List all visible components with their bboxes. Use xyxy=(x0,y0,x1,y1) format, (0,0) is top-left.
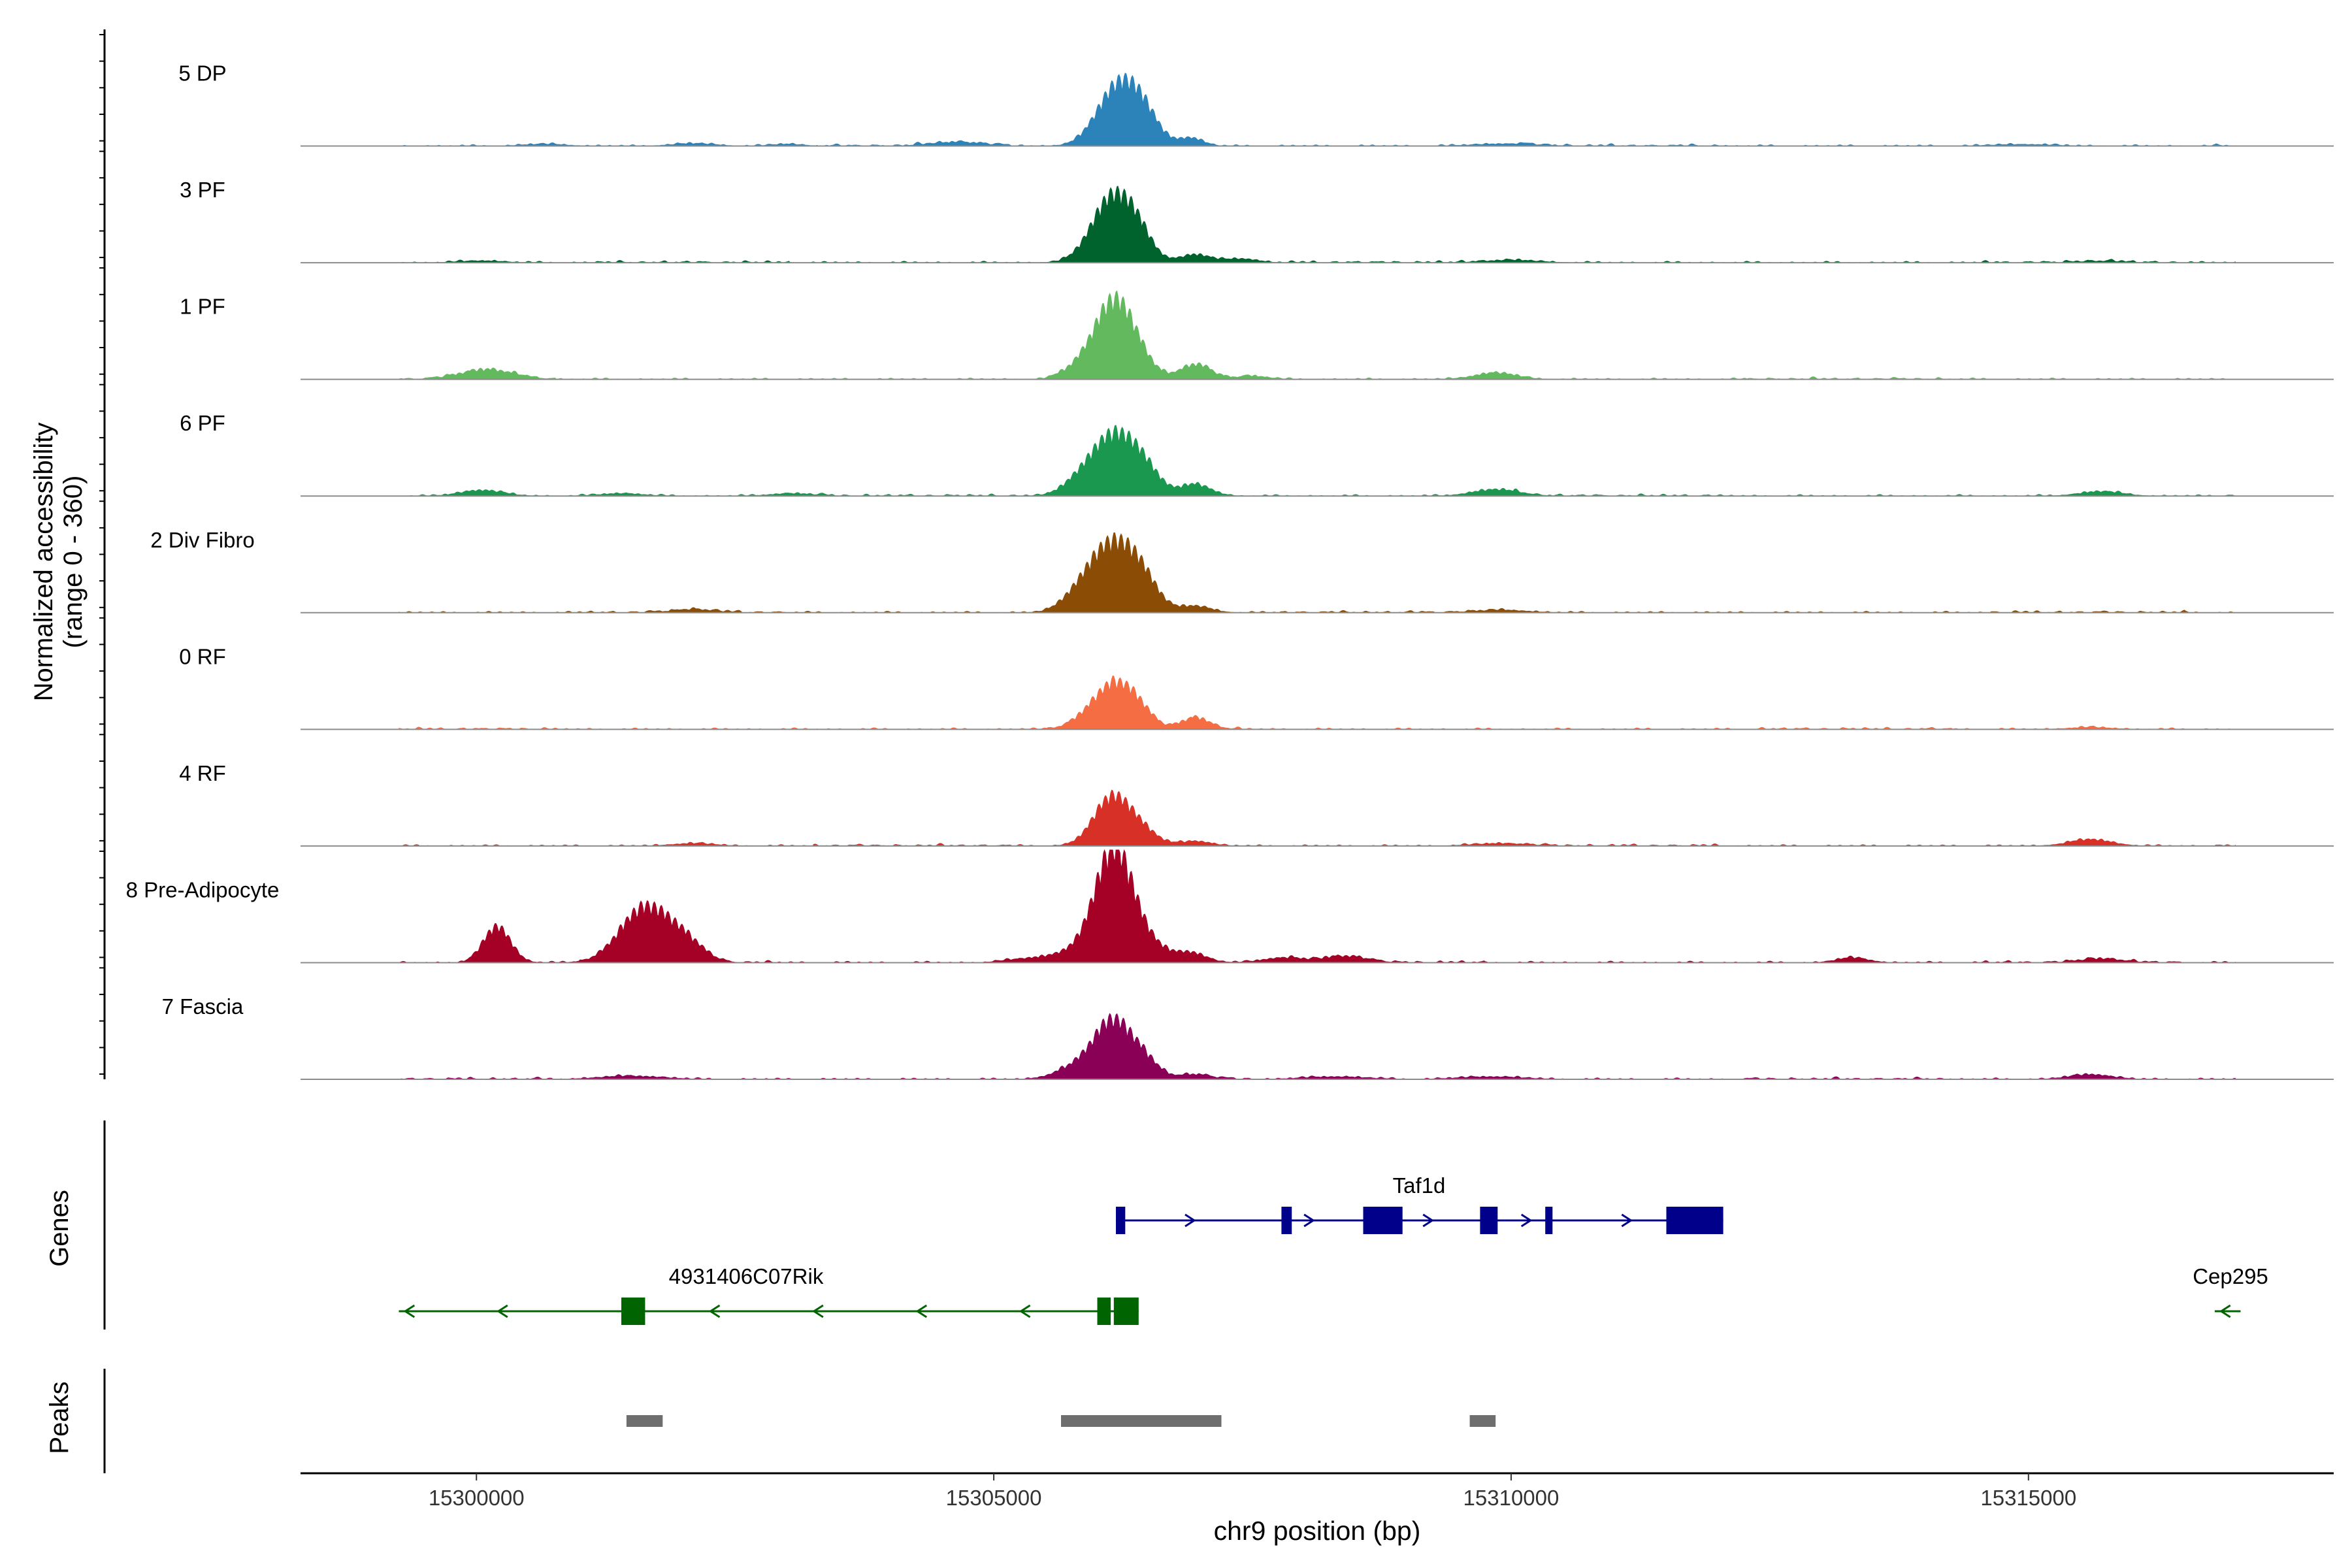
peak-region xyxy=(1061,1415,1222,1427)
track-2-div-fibro: 2 Div Fibro xyxy=(150,528,2334,613)
coverage-area-6-pf xyxy=(399,425,2236,497)
coverage-tracks: 5 DP 3 PF 1 PF 6 PF 2 Div Fibro 0 RF 4 RF 8 Pre… xyxy=(126,61,2334,1080)
strand-arrow xyxy=(2219,1304,2231,1318)
track-3-pf: 3 PF xyxy=(180,178,2334,264)
coverage-area-4-rf xyxy=(399,789,2236,847)
y-axis-range: (range 0 - 360) xyxy=(59,476,88,649)
strand-arrow xyxy=(708,1304,721,1318)
gene-label-4931406c07rik: 4931406C07Rik xyxy=(669,1264,824,1288)
track-label-3-pf: 3 PF xyxy=(180,178,225,202)
y-axis-title: Normalized accessibility xyxy=(29,423,58,702)
coverage-area-3-pf xyxy=(399,186,2236,263)
x-tick-label: 15300000 xyxy=(429,1486,525,1510)
track-label-8-pre-adipocyte: 8 Pre-Adipocyte xyxy=(126,877,280,902)
strand-arrow xyxy=(1303,1213,1315,1228)
track-label-5-dp: 5 DP xyxy=(178,61,226,86)
gene-exon xyxy=(621,1298,645,1325)
x-axis-title: chr9 position (bp) xyxy=(1214,1516,1421,1546)
coverage-area-8-pre-adipocyte xyxy=(399,849,2236,963)
gene-label-cep295: Cep295 xyxy=(2193,1264,2268,1288)
track-8-pre-adipocyte: 8 Pre-Adipocyte xyxy=(126,849,2334,964)
track-1-pf: 1 PF xyxy=(180,290,2334,380)
gene-annotations xyxy=(399,1207,2241,1325)
track-label-0-rf: 0 RF xyxy=(179,644,226,668)
track-4-rf: 4 RF xyxy=(179,761,2334,847)
gene-taf1d xyxy=(1115,1207,1723,1234)
track-label-6-pf: 6 PF xyxy=(180,411,225,435)
gene-exon xyxy=(1116,1207,1126,1234)
gene-exon xyxy=(1545,1207,1553,1234)
x-axis-ticks: 15300000 15305000 15310000 15315000 xyxy=(429,1473,2076,1510)
x-tick-label: 15305000 xyxy=(946,1486,1042,1510)
track-5-dp: 5 DP xyxy=(178,61,2334,147)
track-label-4-rf: 4 RF xyxy=(179,761,226,785)
peaks-panel-label: Peaks xyxy=(45,1381,74,1454)
strand-arrow xyxy=(403,1304,416,1318)
peak-regions xyxy=(626,1415,1496,1427)
genes-panel-label: Genes xyxy=(45,1190,74,1267)
strand-arrow xyxy=(1520,1213,1533,1228)
track-6-pf: 6 PF xyxy=(180,411,2334,497)
track-label-1-pf: 1 PF xyxy=(180,295,225,319)
strand-arrow xyxy=(1019,1304,1031,1318)
peak-region xyxy=(626,1415,663,1427)
strand-arrow xyxy=(1184,1213,1196,1228)
coverage-area-2-div-fibro xyxy=(399,532,2236,613)
strand-arrow xyxy=(915,1304,928,1318)
x-tick-label: 15310000 xyxy=(1463,1486,1560,1510)
gene-exon xyxy=(1097,1298,1111,1325)
coverage-area-5-dp xyxy=(399,73,2236,147)
gene-exon xyxy=(1666,1207,1723,1234)
strand-arrow xyxy=(1621,1213,1633,1228)
gene-exon xyxy=(1363,1207,1403,1234)
gene-exon xyxy=(1113,1298,1139,1325)
coverage-y-ticks xyxy=(99,34,105,1075)
track-7-fascia: 7 Fascia xyxy=(162,994,2334,1080)
gene-label-taf1d: Taf1d xyxy=(1393,1173,1446,1198)
strand-arrow xyxy=(1422,1213,1435,1228)
gene-exon xyxy=(1480,1207,1498,1234)
coverage-area-1-pf xyxy=(399,290,2236,380)
track-0-rf: 0 RF xyxy=(179,644,2334,730)
peak-region xyxy=(1469,1415,1496,1427)
strand-arrow xyxy=(812,1304,824,1318)
strand-arrow xyxy=(497,1304,508,1318)
gene-exon xyxy=(1281,1207,1292,1234)
coverage-area-0-rf xyxy=(399,675,2236,730)
track-label-7-fascia: 7 Fascia xyxy=(162,994,244,1019)
x-tick-label: 15315000 xyxy=(1980,1486,2076,1510)
coverage-area-7-fascia xyxy=(399,1013,2236,1080)
gene-cep295 xyxy=(2214,1304,2241,1318)
track-label-2-div-fibro: 2 Div Fibro xyxy=(150,528,255,552)
gene-4931406c07rik xyxy=(399,1298,1139,1325)
